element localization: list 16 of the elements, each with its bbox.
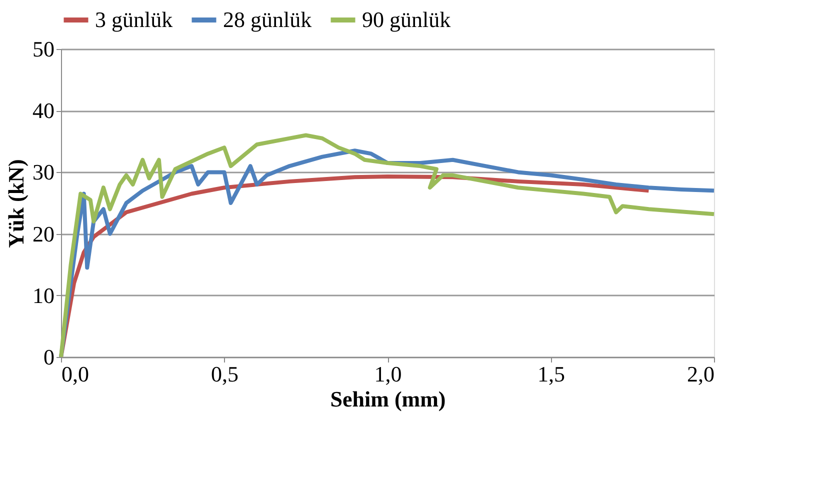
x-tick-label: 2,0 — [687, 362, 714, 386]
y-tick-label: 0 — [44, 344, 54, 370]
y-tick-label: 10 — [32, 282, 54, 308]
y-tick-label: 40 — [32, 98, 54, 124]
legend-label: 90 günlük — [362, 7, 451, 32]
y-tick-label: 20 — [32, 221, 54, 246]
x-tick-label: 1,0 — [374, 362, 402, 386]
x-axis-title: Sehim (mm) — [330, 386, 446, 412]
y-tick-label: 50 — [32, 36, 54, 62]
x-tick-label: 1,5 — [538, 362, 565, 386]
x-tick-label: 0,0 — [62, 362, 89, 386]
y-tick-label: 30 — [32, 160, 54, 185]
legend-label: 3 günlük — [95, 7, 173, 32]
legend-label: 28 günlük — [223, 7, 312, 32]
y-axis-title: Yük (kN) — [4, 159, 28, 248]
x-tick-label: 0,5 — [211, 362, 238, 386]
